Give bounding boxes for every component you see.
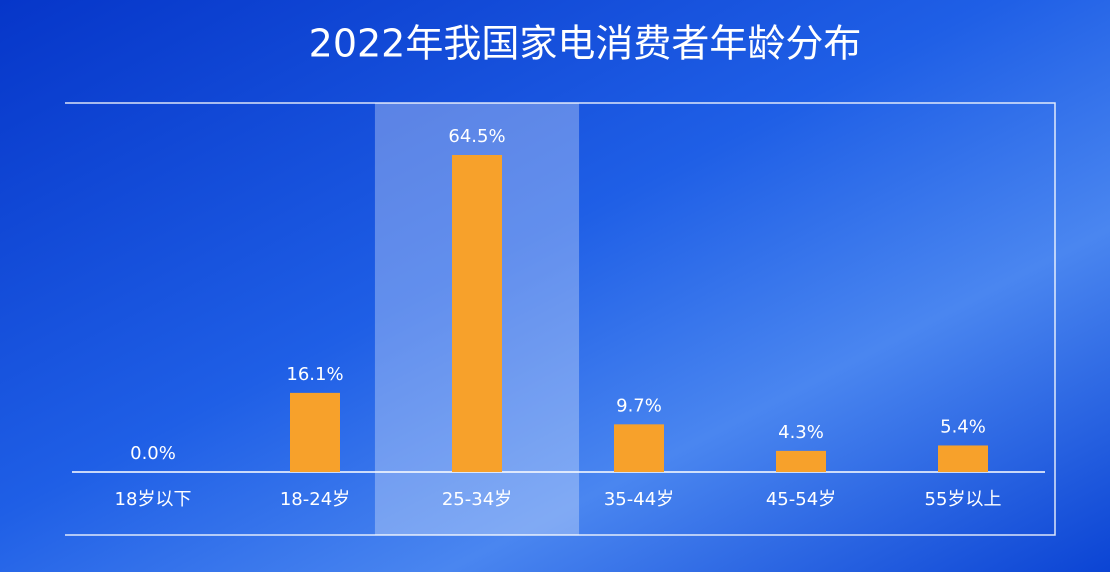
x-tick-label: 25-34岁 [442,489,512,510]
x-tick-label: 35-44岁 [604,489,674,510]
value-label: 4.3% [778,422,824,443]
bar [776,450,826,472]
frame [65,102,1056,536]
value-label: 16.1% [286,364,343,385]
value-label: 9.7% [616,395,662,416]
bar [614,424,664,472]
x-tick-label: 55岁以上 [925,489,1002,510]
chart-title: 2022年我国家电消费者年龄分布 [309,22,862,66]
value-label: 5.4% [940,416,986,437]
value-label: 0.0% [130,443,176,464]
bar [938,445,988,472]
x-tick-label: 45-54岁 [766,489,836,510]
x-tick-label: 18-24岁 [280,489,350,510]
bar [452,155,502,472]
bar [290,392,340,472]
x-tick-label: 18岁以下 [115,489,192,510]
value-label: 64.5% [448,126,505,147]
